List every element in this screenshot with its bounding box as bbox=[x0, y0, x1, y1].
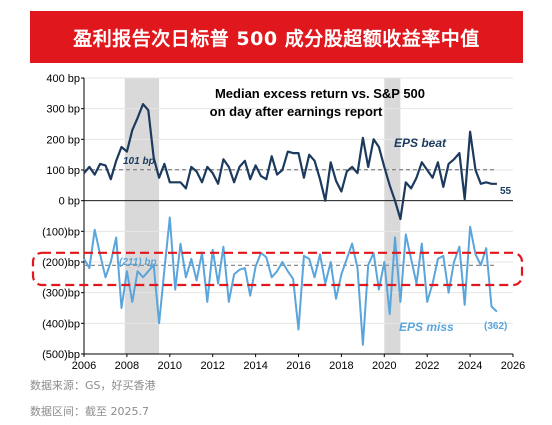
y-tick-label: (300)bp bbox=[42, 288, 80, 300]
y-tick-label: (200)bp bbox=[42, 257, 80, 269]
x-tick-label: 2008 bbox=[115, 360, 139, 372]
axes: 400 bp 300 bp 200 bp 100 bp 0 bp (100)bp (200)… bbox=[42, 73, 525, 372]
eps-beat-line bbox=[83, 102, 497, 221]
x-tick-label: 2016 bbox=[286, 360, 310, 372]
x-tick-label: 2018 bbox=[329, 360, 353, 372]
y-tick-label: 200 bp bbox=[46, 134, 80, 146]
y-tick-label: 300 bp bbox=[46, 104, 80, 116]
beat-series-label: EPS beat bbox=[394, 136, 447, 150]
beat-last-value-label: 55 bbox=[500, 186, 512, 197]
miss-last-value-label: (362) bbox=[484, 321, 507, 332]
x-tick-label: 2012 bbox=[200, 360, 224, 372]
page-title: 盈利报告次日标普 500 成分股超额收益率中值 bbox=[73, 27, 480, 50]
y-tick-label: 400 bp bbox=[46, 73, 80, 85]
chart-subtitle: on day after earnings report bbox=[210, 104, 383, 119]
y-tick-label: (400)bp bbox=[42, 318, 80, 330]
range-note: 数据区间：截至 2025.7 bbox=[30, 405, 149, 418]
y-tick-label: 0 bp bbox=[59, 196, 80, 208]
highlight-boxes bbox=[31, 251, 524, 287]
source-note: 数据来源：GS，好买香港 bbox=[30, 379, 156, 392]
chart-labels: Median excess return vs. S&P 500 on day … bbox=[119, 86, 512, 334]
x-tick-label: 2014 bbox=[243, 360, 267, 372]
recession-shading bbox=[124, 78, 401, 354]
x-tick-label: 2010 bbox=[158, 360, 182, 372]
beat-average-label: 101 bp bbox=[123, 156, 155, 167]
miss-series-label: EPS miss bbox=[399, 320, 454, 334]
recession-band bbox=[384, 78, 401, 354]
title-banner: 盈利报告次日标普 500 成分股超额收益率中值 bbox=[30, 11, 523, 63]
x-tick-label: 2020 bbox=[372, 360, 396, 372]
x-tick-label: 2026 bbox=[501, 360, 525, 372]
eps-miss-line bbox=[83, 216, 498, 346]
recession-band bbox=[124, 78, 160, 354]
y-tick-label: (100)bp bbox=[42, 226, 80, 238]
x-tick-label: 2024 bbox=[458, 360, 482, 372]
y-tick-label: (500)bp bbox=[42, 349, 80, 361]
miss-highlight-box bbox=[31, 251, 524, 287]
miss-average-label: (211) bp bbox=[119, 257, 157, 268]
series-lines bbox=[83, 102, 498, 346]
y-tick-label: 100 bp bbox=[46, 165, 80, 177]
x-tick-label: 2006 bbox=[72, 360, 96, 372]
chart-title: Median excess return vs. S&P 500 bbox=[215, 86, 425, 101]
x-tick-label: 2022 bbox=[415, 360, 439, 372]
